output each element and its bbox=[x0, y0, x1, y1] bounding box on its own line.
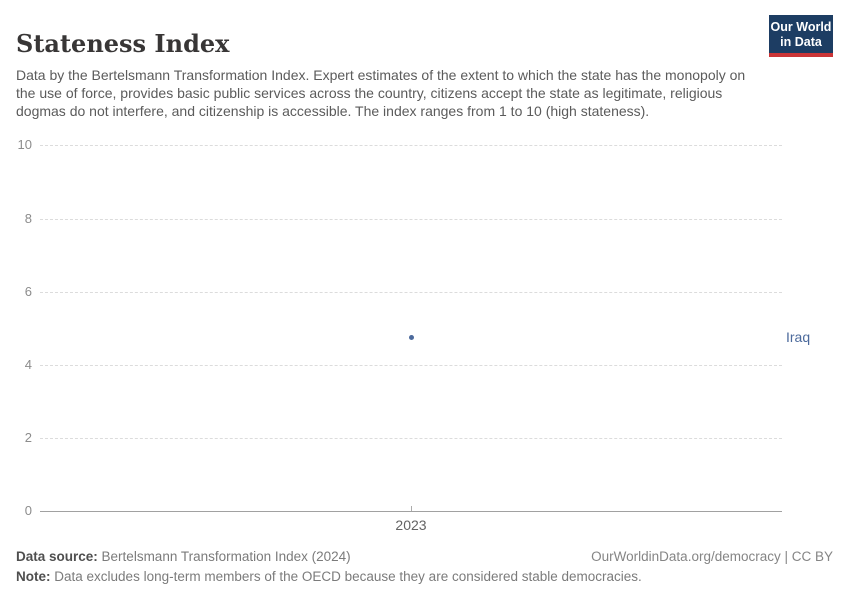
footer-source-row: Data source: Bertelsmann Transformation … bbox=[16, 547, 833, 567]
y-tick-label: 6 bbox=[24, 283, 32, 299]
owid-logo-line2: in Data bbox=[780, 34, 822, 49]
x-axis-line bbox=[40, 511, 782, 512]
attribution-link[interactable]: OurWorldinData.org/democracy | CC BY bbox=[591, 549, 833, 564]
page-title: Stateness Index bbox=[16, 29, 230, 59]
gridline bbox=[40, 364, 782, 366]
footer-note-row: Note: Data excludes long-term members of… bbox=[16, 567, 833, 587]
gridline bbox=[40, 218, 782, 220]
y-tick-label: 8 bbox=[24, 210, 32, 226]
gridline bbox=[40, 145, 782, 147]
y-tick-label: 10 bbox=[17, 137, 32, 153]
note-value: Data excludes long-term members of the O… bbox=[54, 568, 642, 584]
note-text: Note: Data excludes long-term members of… bbox=[16, 567, 642, 587]
x-axis-tick bbox=[411, 506, 412, 511]
note-label: Note: bbox=[16, 568, 51, 584]
gridline bbox=[40, 437, 782, 439]
x-tick-label: 2023 bbox=[395, 517, 427, 533]
data-point[interactable] bbox=[408, 334, 414, 340]
y-tick-label: 4 bbox=[24, 356, 32, 372]
y-tick-label: 0 bbox=[24, 503, 32, 518]
entity-label[interactable]: Iraq bbox=[786, 329, 811, 346]
chart-subtitle: Data by the Bertelsmann Transformation I… bbox=[16, 67, 746, 120]
owid-logo[interactable]: Our World in Data bbox=[769, 15, 833, 57]
data-source-label: Data source: bbox=[16, 549, 98, 564]
data-source-value: Bertelsmann Transformation Index (2024) bbox=[101, 549, 351, 564]
data-source-text: Data source: Bertelsmann Transformation … bbox=[16, 547, 351, 567]
chart-footer: Data source: Bertelsmann Transformation … bbox=[16, 547, 833, 586]
gridline bbox=[40, 291, 782, 293]
y-tick-label: 2 bbox=[24, 429, 32, 445]
owid-logo-line1: Our World bbox=[770, 20, 832, 34]
